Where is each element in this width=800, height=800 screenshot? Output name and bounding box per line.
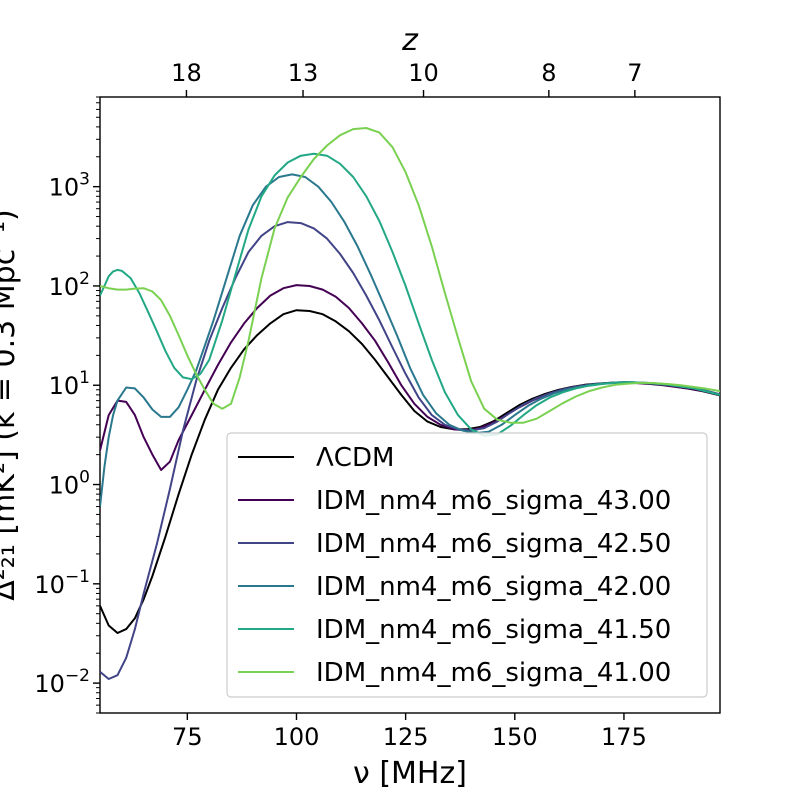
legend-label: IDM_nm4_m6_sigma_42.00 xyxy=(316,572,671,602)
legend-label: IDM_nm4_m6_sigma_41.50 xyxy=(316,615,671,645)
x-tick-label: 175 xyxy=(601,723,647,751)
top-axis: 18 13 10 8 7 xyxy=(171,59,642,97)
series-layer xyxy=(100,127,720,680)
x-tick-label: 125 xyxy=(383,723,429,751)
y-tick-label: 102 xyxy=(49,269,90,301)
legend-label: ΛCDM xyxy=(316,443,394,473)
x-tick-label: 100 xyxy=(274,723,320,751)
legend: ΛCDM IDM_nm4_m6_sigma_43.00 IDM_nm4_m6_sig… xyxy=(226,432,708,698)
y-axis-label: Δ²₂₁ [mK²] (k = 0.3 Mpc⁻¹) xyxy=(0,209,22,601)
x-axis: 75 100 125 150 175 xyxy=(172,713,647,751)
legend-label: IDM_nm4_m6_sigma_41.00 xyxy=(316,658,671,688)
legend-box xyxy=(226,432,708,698)
y-tick-label: 10−1 xyxy=(34,567,90,599)
y-axis: 10−2 10−1 100 101 102 103 xyxy=(34,96,100,714)
legend-label: IDM_nm4_m6_sigma_43.00 xyxy=(316,486,671,516)
top-tick-label: 8 xyxy=(541,59,556,87)
top-tick-label: 13 xyxy=(288,59,319,87)
y-tick-label: 100 xyxy=(49,468,90,500)
series-line-5 xyxy=(100,127,720,424)
top-axis-label: z xyxy=(401,23,419,58)
legend-label: IDM_nm4_m6_sigma_42.50 xyxy=(316,529,671,559)
top-tick-label: 10 xyxy=(408,59,439,87)
y-tick-label: 101 xyxy=(49,368,90,400)
x-tick-label: 75 xyxy=(172,723,203,751)
y-tick-label: 10−2 xyxy=(34,666,90,698)
x-axis-label: ν [MHz] xyxy=(353,756,467,791)
y-tick-label: 103 xyxy=(49,170,90,202)
top-tick-label: 7 xyxy=(627,59,642,87)
x-tick-label: 150 xyxy=(492,723,538,751)
series-line-4 xyxy=(100,152,720,437)
top-tick-label: 18 xyxy=(171,59,202,87)
